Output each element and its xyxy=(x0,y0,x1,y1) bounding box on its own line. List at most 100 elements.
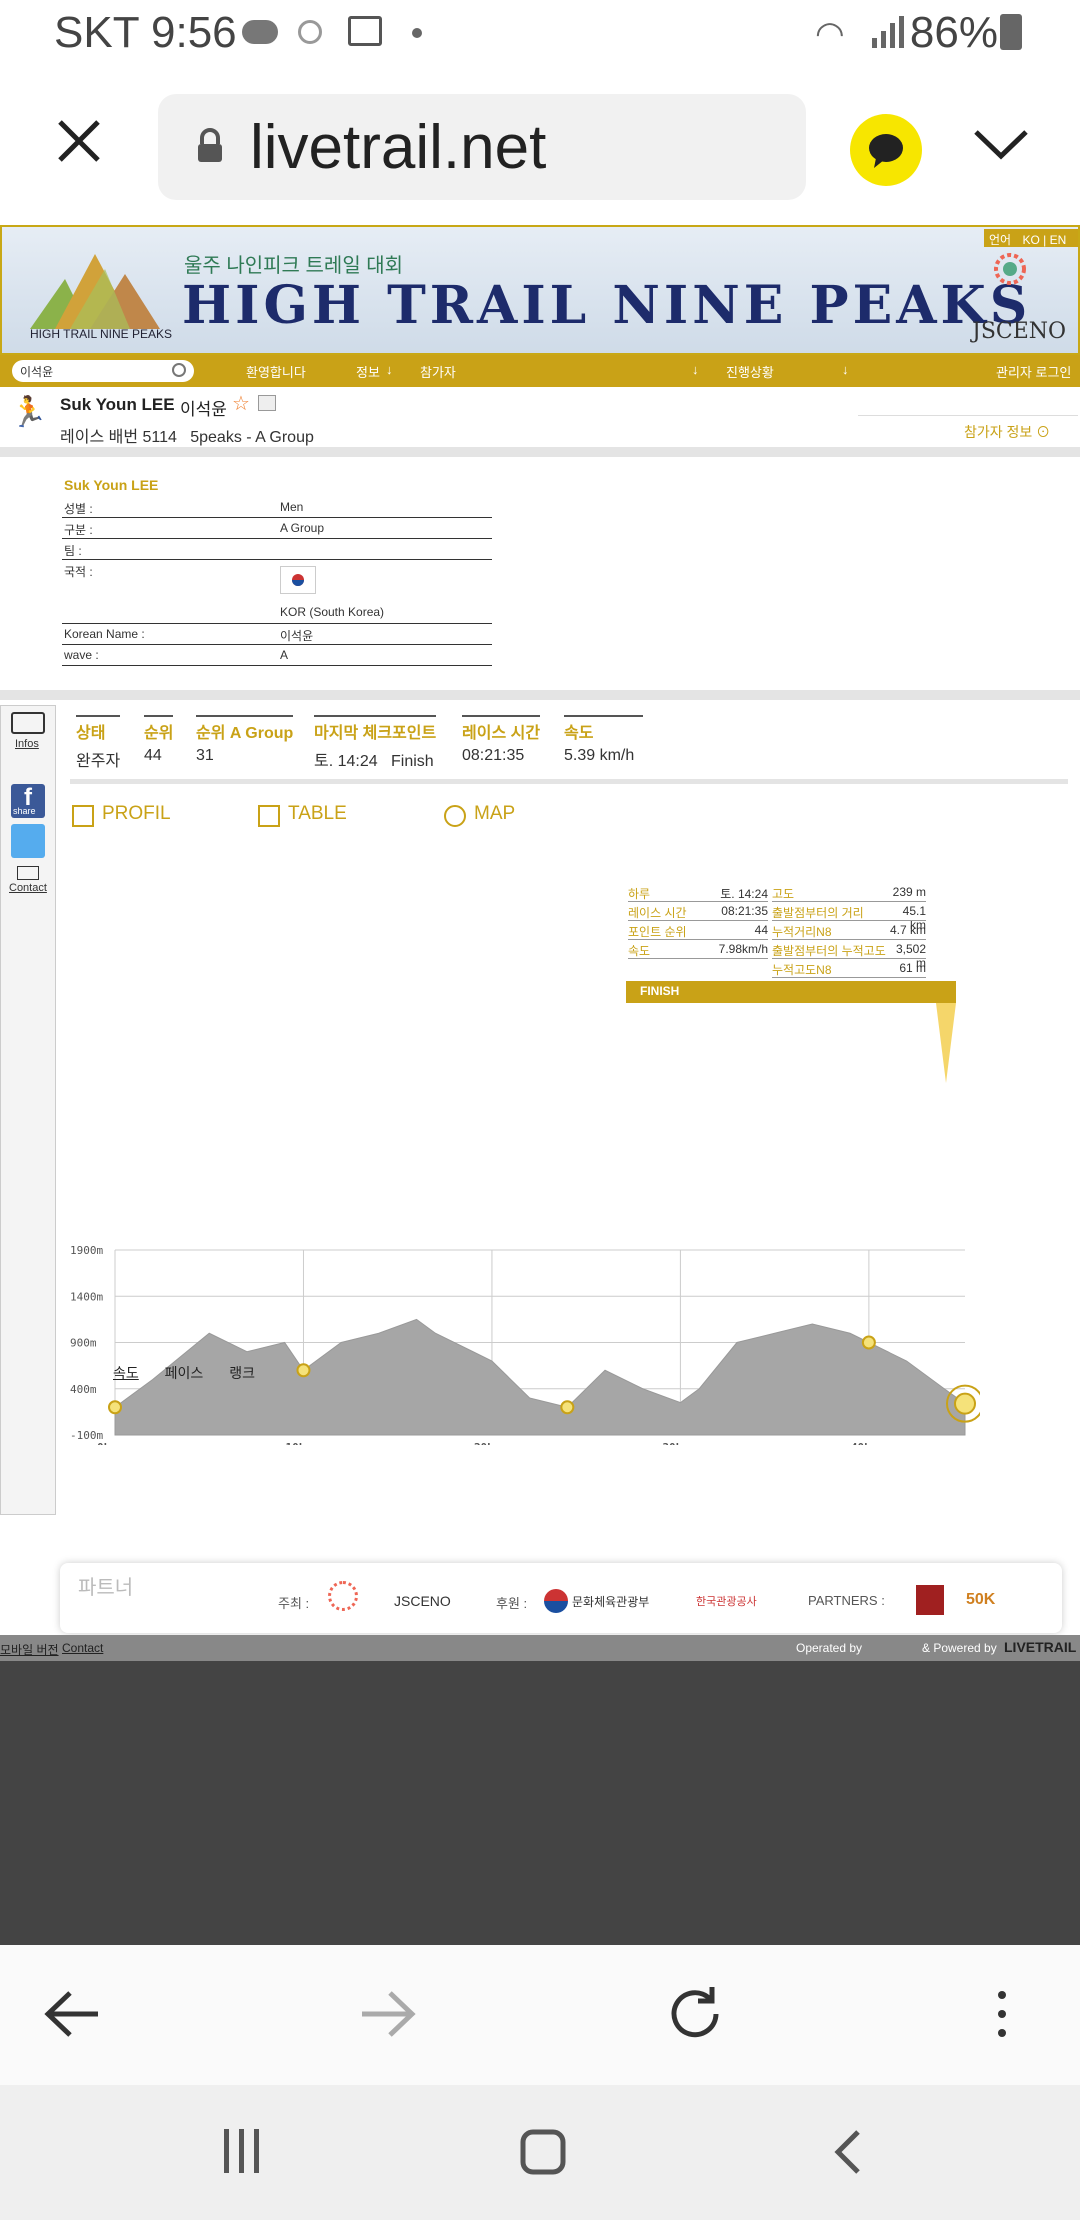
stat-label: 상태 xyxy=(76,715,121,743)
x-tick-label: 10km xyxy=(285,1441,312,1445)
status-time: SKT 9:56 xyxy=(54,8,237,57)
info-value: Men xyxy=(280,500,304,514)
back-icon[interactable] xyxy=(834,2129,862,2180)
livetrail-logo: LIVETRAIL xyxy=(1004,1639,1077,1655)
taegeuk-icon xyxy=(544,1589,568,1613)
tab-profil[interactable]: PROFIL xyxy=(102,803,171,824)
more-options-icon[interactable] xyxy=(996,1989,1008,2044)
tooltip-value: 토. 14:24 xyxy=(720,887,768,901)
checkpoint-marker xyxy=(861,1335,876,1350)
nav-participants[interactable]: 참가자 xyxy=(420,365,456,380)
x-tick-label: 40km xyxy=(851,1441,878,1445)
chevron-down-icon[interactable] xyxy=(972,126,1030,162)
system-nav-bar xyxy=(0,2085,1080,2220)
korea-flag-icon xyxy=(280,566,316,594)
lang-ko-link[interactable]: KO xyxy=(1022,233,1040,247)
metric-tabs: 속도 페이스 랭크 xyxy=(113,1363,255,1383)
tooltip-row-line xyxy=(772,920,926,921)
recent-apps-icon[interactable] xyxy=(222,2129,262,2178)
site-footer-bar: 모바일 버전 Contact Operated by & Powered by … xyxy=(0,1635,1080,1661)
stat-value: 완주자 xyxy=(76,753,121,770)
tooltip-key: 고도 xyxy=(772,887,795,901)
participant-info-tab[interactable]: 참가자 정보 ⊙ xyxy=(858,415,1078,447)
info-key: 성별 : xyxy=(64,502,93,516)
tooltip-row-line xyxy=(628,920,768,921)
mobile-version-link[interactable]: 모바일 버전 xyxy=(0,1643,59,1657)
lang-en-link[interactable]: EN xyxy=(1049,233,1067,247)
info-key: 팀 : xyxy=(64,544,82,558)
battery-percent: 86% xyxy=(909,8,998,57)
stat-race-time: 레이스 시간 08:21:35 xyxy=(462,715,541,765)
tooltip-value: 239 m xyxy=(892,885,926,899)
info-heading: Suk Youn LEE xyxy=(64,477,159,493)
jsceno-logo: JSCENO xyxy=(394,1593,451,1609)
url-text[interactable]: livetrail.net xyxy=(250,113,547,182)
stat-label: 순위 xyxy=(144,715,174,743)
address-bar[interactable] xyxy=(158,94,806,200)
tab-map[interactable]: MAP xyxy=(474,803,516,824)
tooltip-value: 7.98km/h xyxy=(718,942,768,956)
share-label[interactable]: share xyxy=(13,806,36,816)
stat-label: 속도 xyxy=(564,715,644,743)
info-row: 성별 : Men xyxy=(62,497,492,518)
infos-link[interactable]: Infos xyxy=(15,738,39,750)
tab-speed[interactable]: 속도 xyxy=(113,1365,139,1381)
athlete-header: 🏃 Suk Youn LEE 이석윤 ☆ 레이스 배번 5114 5peaks … xyxy=(0,387,1080,457)
stat-value: 5.39 km/h xyxy=(564,747,635,764)
y-tick-label: 900m xyxy=(70,1337,97,1350)
tab-table[interactable]: TABLE xyxy=(288,803,347,824)
twitter-icon[interactable] xyxy=(11,824,45,858)
favorite-star-icon[interactable]: ☆ xyxy=(232,393,250,415)
web-content: HIGH TRAIL NINE PEAKS 울주 나인피크 트레일 대회 HIG… xyxy=(0,225,1080,1945)
reload-icon[interactable] xyxy=(666,1985,724,2048)
bib-info: 레이스 배번 5114 5peaks - A Group xyxy=(60,429,314,446)
infos-icon[interactable] xyxy=(11,712,45,734)
footer-contact-link[interactable]: Contact xyxy=(62,1641,104,1655)
table-icon xyxy=(258,805,280,827)
contact-link[interactable]: Contact xyxy=(9,882,47,894)
partners-label: PARTNERS : xyxy=(808,1593,885,1608)
compare-icon[interactable] xyxy=(258,395,276,411)
banner-title: HIGH TRAIL NINE PEAKS xyxy=(182,275,1032,336)
mountain-logo xyxy=(30,249,170,329)
search-icon[interactable] xyxy=(172,363,186,377)
lock-icon xyxy=(196,128,224,164)
tooltip-value: 3,502 m xyxy=(895,942,926,970)
section-divider xyxy=(0,690,1080,700)
info-row: Korean Name : 이석윤 xyxy=(62,624,492,645)
nav-info[interactable]: 정보 xyxy=(356,365,380,380)
operated-by: Operated by xyxy=(796,1641,863,1655)
tab-rank[interactable]: 랭크 xyxy=(229,1365,255,1381)
tooltip-row-line xyxy=(772,958,926,959)
cloud-icon xyxy=(242,20,278,44)
tooltip-value: 45.1 km xyxy=(902,904,926,932)
stats-divider xyxy=(70,779,1068,784)
info-row: 구분 : A Group xyxy=(62,518,492,539)
forward-arrow-icon[interactable] xyxy=(358,1989,416,2044)
nav-admin-login[interactable]: 관리자 로그인 xyxy=(996,365,1072,380)
tooltip-key: 출발점부터의 누적고도 xyxy=(772,944,886,958)
elevation-chart[interactable]: 1900m 1400m 900m 400m -100m0km 10km 20km 30km 40… xyxy=(60,1015,980,1445)
nav-welcome[interactable]: 환영합니다 xyxy=(246,365,306,380)
tab-pace[interactable]: 페이스 xyxy=(164,1365,204,1381)
kakaotalk-icon[interactable] xyxy=(850,114,922,186)
battery-icon xyxy=(1000,14,1022,50)
tooltip-value: 08:21:35 xyxy=(721,904,768,918)
nav-progress[interactable]: 진행상황 xyxy=(726,365,774,380)
close-icon[interactable] xyxy=(54,116,104,166)
language-label: 언어 xyxy=(989,233,1012,247)
info-value: KOR (South Korea) xyxy=(280,605,385,619)
mail-icon[interactable] xyxy=(17,866,39,880)
search-input[interactable]: 이석윤 xyxy=(12,360,194,382)
facebook-icon[interactable]: f xyxy=(11,784,45,818)
info-value: 이석윤 xyxy=(280,629,314,643)
athlete-name: Suk Youn LEE xyxy=(60,395,175,414)
tooltip-row-line xyxy=(628,901,768,902)
back-arrow-icon[interactable] xyxy=(44,1989,102,2044)
tooltip-row-line xyxy=(628,939,768,940)
empty-dark-area xyxy=(0,1661,1080,1945)
tooltip-key: 속도 xyxy=(628,944,651,958)
home-icon[interactable] xyxy=(520,2129,566,2180)
info-table: 성별 : Men 구분 : A Group 팀 : 국적 : KOR (South … xyxy=(62,497,492,666)
finish-marker xyxy=(954,1392,976,1415)
